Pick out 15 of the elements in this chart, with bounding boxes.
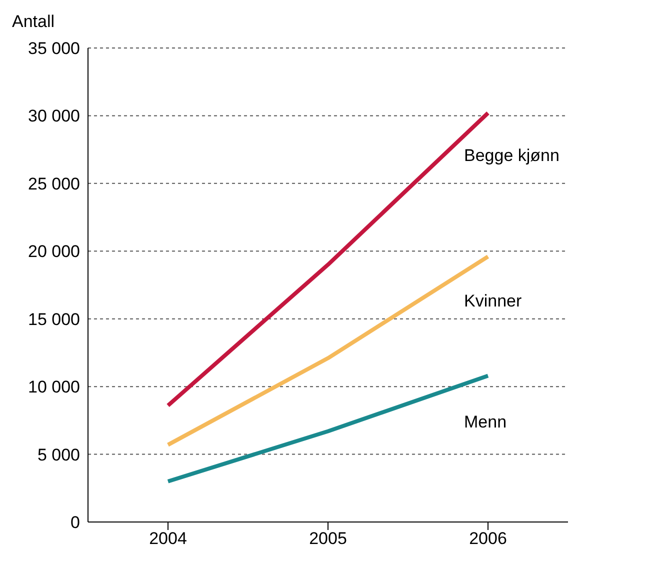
series-label: Kvinner	[464, 292, 522, 311]
x-tick-label: 2005	[309, 529, 347, 548]
y-tick-label: 10 000	[28, 378, 80, 397]
y-axis-title: Antall	[12, 12, 55, 32]
x-tick-label: 2004	[149, 529, 187, 548]
series-label: Menn	[464, 412, 507, 432]
y-tick-label: 25 000	[28, 174, 80, 194]
x-tick-label: 2006	[469, 529, 507, 548]
y-tick-label: 35 000	[28, 39, 80, 58]
y-tick-label: 30 000	[28, 106, 80, 126]
y-tick-label: 20 000	[28, 242, 80, 262]
y-tick-label: 0	[70, 513, 80, 532]
series-label: Begge kjønn	[464, 146, 560, 166]
y-tick-label: 15 000	[28, 310, 80, 329]
y-tick-label: 5 000	[37, 445, 80, 464]
